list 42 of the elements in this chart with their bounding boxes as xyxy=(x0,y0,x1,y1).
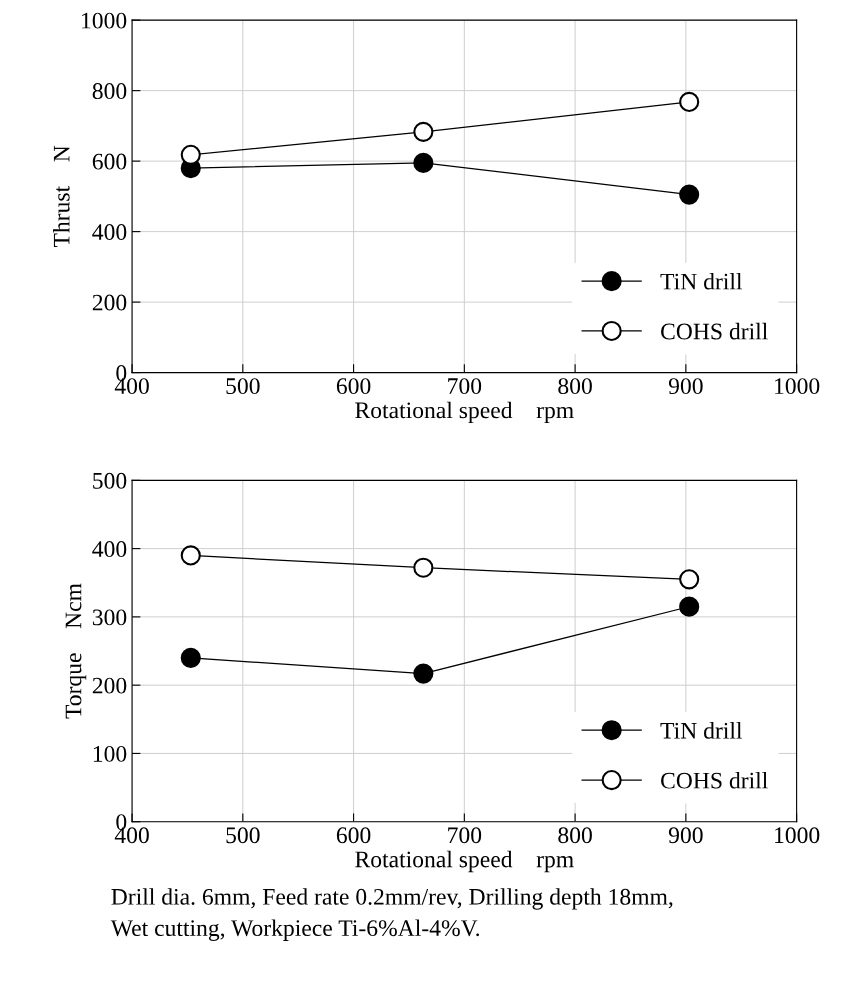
x-tick-label: 700 xyxy=(448,378,482,395)
y-tick-label: 100 xyxy=(93,745,127,762)
x-tick-label: 600 xyxy=(336,827,371,844)
text: Drill dia. 6mm, Feed rate 0.2mm/rev, Drilling depth 18mm, Wet cutting, Workpiece Ti-6%Al-4%V. xyxy=(110,888,673,941)
y-tick-label: 1000 xyxy=(82,12,127,29)
x-tick-label: 500 xyxy=(226,827,260,844)
y-tick-label: 600 xyxy=(92,153,127,170)
point xyxy=(180,144,201,165)
x-tick-label: 1000 xyxy=(775,827,820,844)
y-tick-label: 400 xyxy=(92,224,127,241)
x-tick-label: 500 xyxy=(226,378,260,395)
y-tick-label: 200 xyxy=(92,294,127,311)
y-tick-label: 200 xyxy=(92,677,127,694)
point xyxy=(413,663,434,684)
point xyxy=(180,647,201,668)
legend-label: COHS drill xyxy=(661,771,768,789)
point xyxy=(679,91,700,112)
point xyxy=(180,545,201,566)
point xyxy=(413,152,434,173)
x-tick-label: 1000 xyxy=(775,378,820,395)
legend-label: TiN drill xyxy=(660,272,743,290)
point xyxy=(413,121,434,142)
x-tick-label: 900 xyxy=(668,378,703,395)
x-axis-title: Rotational speed rpm xyxy=(355,401,574,424)
point xyxy=(413,557,434,578)
y-tick-label: 400 xyxy=(92,541,127,558)
y-tick-label: 500 xyxy=(93,472,127,489)
x-tick-label: 600 xyxy=(336,378,371,395)
legend-label: COHS drill xyxy=(661,322,768,340)
y-axis-title: Thrust N xyxy=(53,145,70,248)
legend-label: TiN drill xyxy=(660,722,743,739)
point xyxy=(679,184,700,205)
x-tick-label: 800 xyxy=(558,378,592,395)
y-tick-label: 800 xyxy=(92,83,127,100)
y-axis-title: Torque Ncm xyxy=(65,583,87,719)
point xyxy=(679,596,700,617)
x-tick-label: 800 xyxy=(558,827,592,844)
x-tick-label: 900 xyxy=(668,827,703,844)
x-axis-title: Rotational speed rpm xyxy=(355,850,574,873)
x-tick-label: 700 xyxy=(448,827,482,844)
y-tick-label: 300 xyxy=(92,609,127,626)
point xyxy=(679,569,700,590)
